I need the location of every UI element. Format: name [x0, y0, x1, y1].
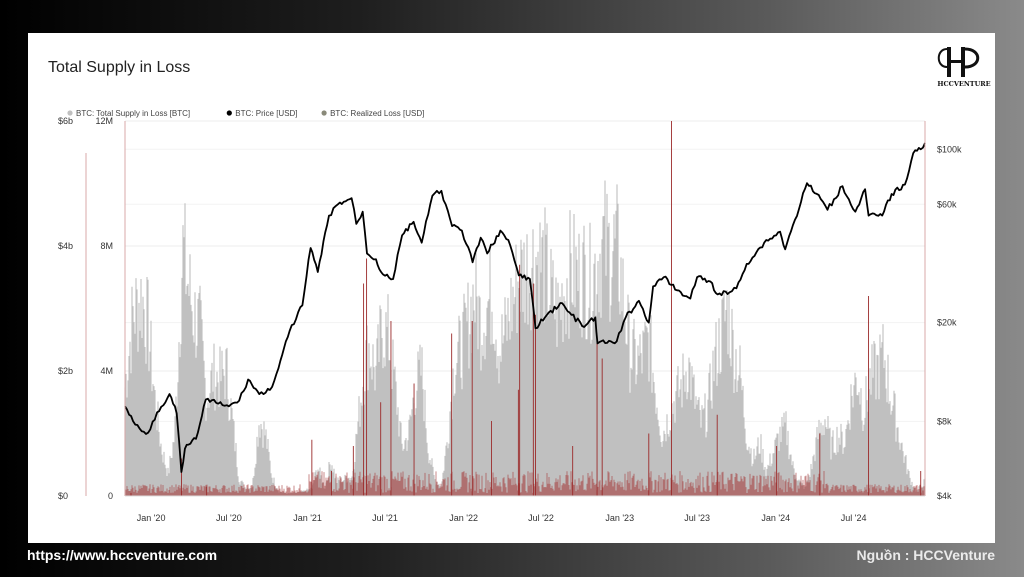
supply-in-loss-bars — [124, 180, 926, 496]
legend-label-0: BTC: Total Supply in Loss [BTC] — [76, 109, 190, 118]
x-axis-tick-6: Jan '23 — [605, 513, 634, 523]
chart-card: Total Supply in Loss HCCVENTURE BTC: Tot… — [28, 33, 995, 543]
legend-label-1: BTC: Price [USD] — [235, 109, 297, 118]
price-axis-tick-0: $4k — [937, 491, 952, 501]
supply-axis-tick-3: 12M — [95, 116, 113, 126]
price-axis-tick-1: $8k — [937, 416, 952, 426]
logo-text: HCCVENTURE — [937, 80, 991, 88]
x-axis-tick-4: Jan '22 — [449, 513, 478, 523]
legend-marker-2 — [321, 110, 327, 116]
chart-legend: BTC: Total Supply in Loss [BTC] BTC: Pric… — [67, 109, 424, 118]
x-axis-tick-9: Jul '24 — [841, 513, 867, 523]
price-axis-tick-2: $20k — [937, 318, 957, 328]
x-axis-tick-8: Jan '24 — [761, 513, 790, 523]
loss-axis-tick-3: $6b — [58, 116, 73, 126]
price-axis-tick-3: $60k — [937, 199, 957, 209]
chart-axes: 0 4M 8M 12M $0 $2b $4b $6b $4k $8k $20k $60k $100k Ja… — [58, 116, 962, 523]
price-axis-tick-4: $100k — [937, 144, 962, 154]
x-axis-tick-1: Jul '20 — [216, 513, 242, 523]
supply-axis-tick-0: 0 — [108, 491, 113, 501]
loss-axis-tick-1: $2b — [58, 366, 73, 376]
loss-axis-tick-0: $0 — [58, 491, 68, 501]
supply-axis-tick-1: 4M — [100, 366, 113, 376]
legend-label-2: BTC: Realized Loss [USD] — [330, 109, 424, 118]
x-axis-tick-2: Jan '21 — [293, 513, 322, 523]
x-axis-tick-0: Jan '20 — [137, 513, 166, 523]
series-price — [124, 142, 926, 473]
x-axis-tick-5: Jul '22 — [528, 513, 554, 523]
legend-marker-1 — [226, 110, 232, 116]
hccventure-logo: HCCVENTURE — [934, 43, 994, 89]
price-line — [124, 142, 926, 473]
website-url[interactable]: https://www.hccventure.com — [27, 547, 218, 563]
chart-title: Total Supply in Loss — [48, 59, 191, 76]
x-axis-tick-3: Jul '21 — [372, 513, 398, 523]
logo-mark-icon — [937, 47, 980, 77]
supply-axis-tick-2: 8M — [100, 241, 113, 251]
source-credit: Nguồn : HCCVenture — [856, 547, 995, 563]
x-axis-tick-7: Jul '23 — [684, 513, 710, 523]
series-realized-loss — [124, 121, 926, 496]
supply-in-loss-chart: BTC: Total Supply in Loss [BTC] BTC: Pric… — [58, 109, 962, 523]
loss-axis-tick-2: $4b — [58, 241, 73, 251]
series-supply-in-loss — [124, 180, 926, 496]
legend-marker-0 — [67, 110, 73, 116]
